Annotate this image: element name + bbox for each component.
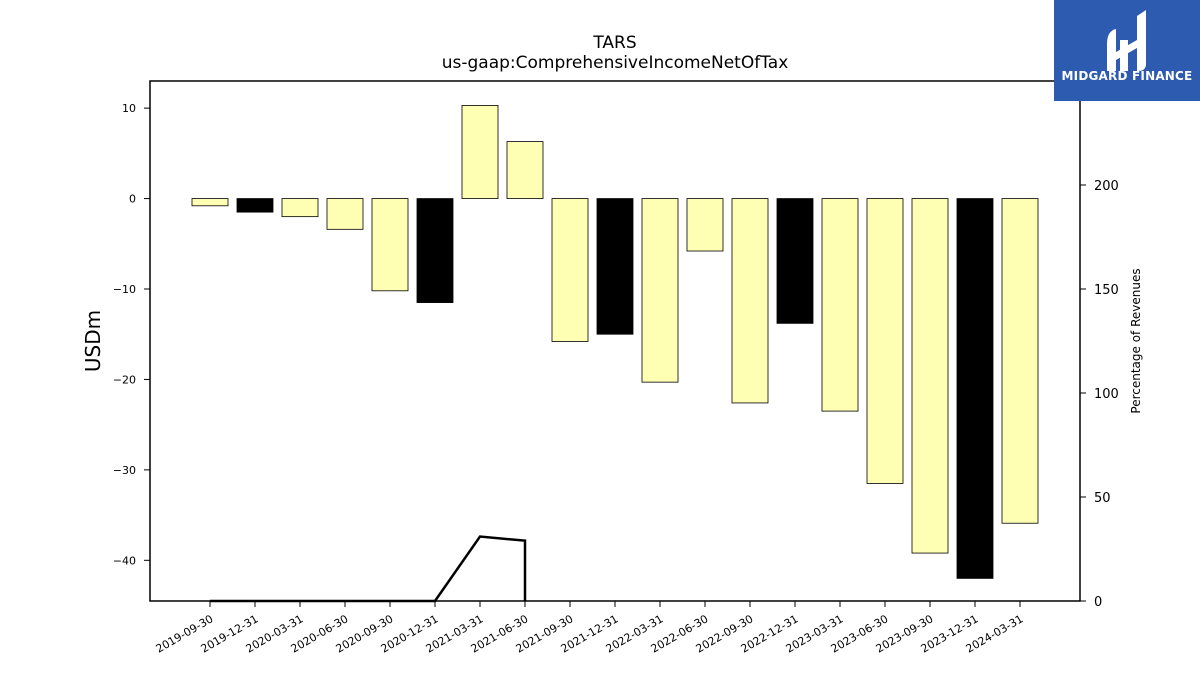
percentage-of-revenues-line <box>210 535 527 603</box>
logo-text: MIDGARD FINANCE <box>1061 69 1193 83</box>
bar-2020-06-30 <box>326 198 364 230</box>
bar-2022-12-31 <box>776 198 814 324</box>
bar-2020-03-31 <box>281 198 319 218</box>
x-axis: 2019-09-302019-12-312020-03-312020-06-30… <box>154 601 1026 656</box>
y-tick-label: 0 <box>129 193 136 206</box>
y2-tick-label: 200 <box>1094 179 1119 194</box>
bar-2024-03-31 <box>1001 198 1039 524</box>
y-tick-label: −30 <box>113 464 136 477</box>
bar-2021-03-31 <box>461 105 499 199</box>
y2-tick-label: 150 <box>1094 283 1119 298</box>
logo-mark-icon <box>1107 10 1146 71</box>
percentage-line-layer <box>210 535 527 603</box>
bar-2023-06-30 <box>866 198 904 484</box>
bar-2021-09-30 <box>551 198 589 342</box>
y2-tick-label: 50 <box>1094 491 1111 506</box>
bar-2019-09-30 <box>191 198 229 207</box>
y-tick-label: −20 <box>113 373 136 386</box>
bar-2020-09-30 <box>371 198 409 292</box>
y2-tick-label: 100 <box>1094 387 1119 402</box>
bar-2022-03-31 <box>641 198 679 383</box>
bar-2019-12-31 <box>236 198 274 213</box>
bar-2022-06-30 <box>686 198 724 252</box>
chart-subtitle: us-gaap:ComprehensiveIncomeNetOfTax <box>442 53 789 73</box>
y-tick-label: −10 <box>113 283 136 296</box>
bar-2023-09-30 <box>911 198 949 554</box>
bar-2020-12-31 <box>416 198 454 303</box>
bar-2022-09-30 <box>731 198 769 404</box>
y2-axis-label: Percentage of Revenues <box>1129 268 1143 413</box>
bar-2023-03-31 <box>821 198 859 412</box>
bar-2021-06-30 <box>506 141 544 199</box>
y2-tick-label: 0 <box>1094 595 1102 610</box>
chart-title: TARS <box>592 33 636 53</box>
y-axis: 10 0 −10 −20 −30 −40 <box>113 102 150 567</box>
bars <box>191 105 1039 579</box>
y-tick-label: 10 <box>122 102 136 115</box>
y-axis-label: USDm <box>81 310 105 372</box>
midgard-finance-logo: MIDGARD FINANCE <box>1054 0 1200 101</box>
bar-2021-12-31 <box>596 198 634 335</box>
y-tick-label: −40 <box>113 554 136 567</box>
bar-2023-12-31 <box>956 198 994 579</box>
y2-axis: 0 50 100 150 200 <box>1080 179 1119 610</box>
